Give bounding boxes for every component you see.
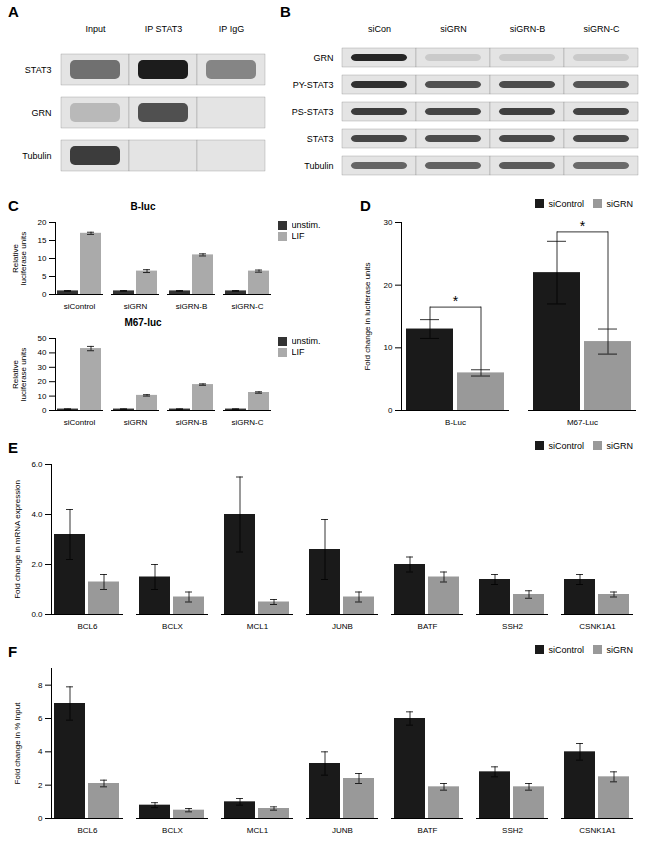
svg-text:0.0: 0.0 [31, 610, 43, 619]
html-text:unstim.: unstim. [291, 220, 321, 230]
svg-text:BCL6: BCL6 [77, 622, 98, 631]
html-text:siGRN: siGRN [606, 198, 633, 209]
svg-text:Relativeluciferase units: Relativeluciferase units [11, 232, 28, 285]
html-text:unstim.: unstim. [291, 336, 321, 346]
html-text:D: D [360, 197, 371, 214]
html-text:B: B [280, 3, 291, 20]
svg-text:siControl: siControl [64, 302, 96, 311]
svg-text:M67-Luc: M67-Luc [567, 418, 598, 427]
svg-text:siGRN-B: siGRN-B [176, 302, 208, 311]
svg-text:JUNB: JUNB [332, 826, 353, 835]
svg-text:Tubulin: Tubulin [22, 151, 51, 161]
svg-text:siControl: siControl [64, 418, 96, 427]
svg-text:BCL6: BCL6 [77, 826, 98, 835]
svg-text:BATF: BATF [418, 826, 438, 835]
html-text:M67-luc: M67-luc [124, 316, 162, 328]
svg-text:20: 20 [38, 218, 47, 227]
svg-text:10: 10 [38, 254, 47, 263]
svg-text:siCon: siCon [368, 24, 391, 34]
svg-text:*: * [580, 218, 586, 234]
svg-text:4: 4 [38, 747, 43, 756]
svg-text:BCLX: BCLX [162, 622, 184, 631]
svg-text:PS-STAT3: PS-STAT3 [292, 107, 334, 117]
svg-text:SSH2: SSH2 [502, 826, 523, 835]
svg-text:0: 0 [388, 406, 393, 415]
svg-text:6: 6 [38, 714, 43, 723]
svg-text:MCL1: MCL1 [247, 622, 269, 631]
svg-text:0: 0 [42, 290, 47, 299]
svg-text:IP STAT3: IP STAT3 [145, 24, 183, 34]
svg-text:Fold change in % Input: Fold change in % Input [13, 702, 22, 785]
svg-text:PY-STAT3: PY-STAT3 [293, 80, 334, 90]
svg-text:Relativeluciferase units: Relativeluciferase units [11, 348, 28, 401]
svg-text:siGRN: siGRN [124, 418, 148, 427]
html-text:E: E [8, 439, 18, 456]
svg-text:siGRN-C: siGRN-C [584, 24, 620, 34]
svg-text:siGRN-C: siGRN-C [232, 302, 264, 311]
svg-text:B-Luc: B-Luc [445, 418, 466, 427]
svg-text:SSH2: SSH2 [502, 622, 523, 631]
svg-text:siGRN: siGRN [440, 24, 467, 34]
svg-text:STAT3: STAT3 [25, 65, 52, 75]
svg-text:IP IgG: IP IgG [219, 24, 244, 34]
svg-text:siGRN-B: siGRN-B [176, 418, 208, 427]
svg-text:0: 0 [42, 406, 47, 415]
svg-text:20: 20 [384, 281, 393, 290]
svg-text:0: 0 [38, 814, 43, 823]
svg-text:50: 50 [38, 334, 47, 343]
svg-text:2: 2 [38, 781, 43, 790]
svg-text:20: 20 [38, 377, 47, 386]
svg-text:40: 40 [38, 348, 47, 357]
svg-text:5: 5 [42, 272, 47, 281]
html-text:LIF: LIF [291, 347, 305, 357]
svg-text:4.0: 4.0 [31, 510, 43, 519]
html-text:F: F [8, 643, 18, 660]
svg-text:Fold change in luciferase unit: Fold change in luciferase units [363, 262, 372, 370]
svg-text:MCL1: MCL1 [247, 826, 269, 835]
svg-text:JUNB: JUNB [332, 622, 353, 631]
svg-text:Tubulin: Tubulin [304, 161, 333, 171]
html-text:siControl: siControl [548, 644, 584, 655]
svg-text:6.0: 6.0 [31, 460, 43, 469]
html-text:siGRN: siGRN [606, 644, 633, 655]
svg-text:CSNK1A1: CSNK1A1 [579, 826, 616, 835]
svg-text:Input: Input [85, 24, 106, 34]
svg-text:BCLX: BCLX [162, 826, 184, 835]
html-text:siGRN: siGRN [606, 440, 633, 451]
svg-text:siGRN-B: siGRN-B [510, 24, 546, 34]
svg-text:Fold change in mRNA expression: Fold change in mRNA expression [13, 480, 22, 599]
svg-text:15: 15 [38, 236, 47, 245]
svg-text:8: 8 [38, 681, 43, 690]
svg-text:30: 30 [38, 363, 47, 372]
svg-text:BATF: BATF [418, 622, 438, 631]
svg-text:siGRN: siGRN [124, 302, 148, 311]
html-text:B-luc: B-luc [130, 200, 156, 212]
svg-text:30: 30 [384, 218, 393, 227]
svg-text:siGRN-C: siGRN-C [232, 418, 264, 427]
html-text:C: C [8, 197, 19, 214]
svg-text:10: 10 [384, 343, 393, 352]
svg-text:GRN: GRN [32, 108, 52, 118]
html-text:A: A [8, 3, 19, 20]
html-text:siControl: siControl [548, 440, 584, 451]
svg-text:10: 10 [38, 392, 47, 401]
html-text:siControl: siControl [548, 198, 584, 209]
svg-text:STAT3: STAT3 [307, 134, 334, 144]
svg-text:GRN: GRN [314, 53, 334, 63]
html-text:LIF: LIF [291, 231, 305, 241]
svg-text:CSNK1A1: CSNK1A1 [579, 622, 616, 631]
svg-text:2.0: 2.0 [31, 560, 43, 569]
svg-text:*: * [453, 293, 459, 309]
